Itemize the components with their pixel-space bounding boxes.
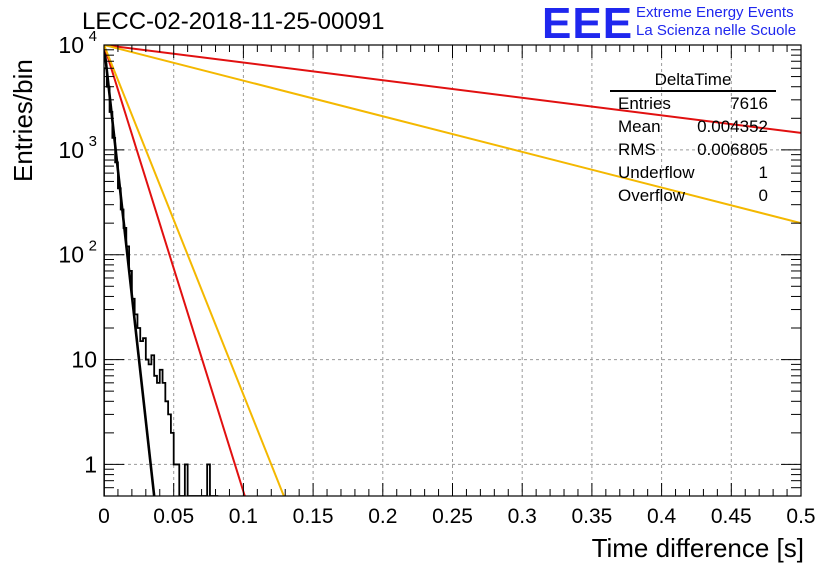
y-tick-label: 10 xyxy=(58,242,84,268)
brand-line-2: La Scienza nelle Scuole xyxy=(636,22,797,39)
histogram-series xyxy=(104,67,219,496)
brand-text: Extreme Energy Events La Scienza nelle S… xyxy=(636,4,796,40)
y-tick-exponent: 2 xyxy=(89,238,97,255)
y-tick-label: 1 xyxy=(84,451,97,477)
x-axis-label: Time difference [s] xyxy=(591,533,804,563)
fit-line-5 xyxy=(104,45,801,225)
x-tick-label: 0.1 xyxy=(229,505,258,528)
stats-row-mean: Mean 0.004352 xyxy=(618,117,768,136)
y-tick-label: 10 xyxy=(58,137,84,163)
fit-line-2 xyxy=(104,45,246,496)
y-tick-exponent: 4 xyxy=(89,28,97,45)
y-tick-exponent: 3 xyxy=(89,133,97,150)
y-tick-label: 10 xyxy=(71,347,97,373)
stats-box-title: DeltaTime xyxy=(610,70,776,92)
x-tick-label: 0 xyxy=(98,505,110,528)
x-tick-label: 0.25 xyxy=(432,505,473,528)
stats-row-underflow: Underflow 1 xyxy=(618,163,768,182)
x-tick-label: 0.3 xyxy=(508,505,537,528)
x-tick-label: 0.4 xyxy=(647,505,677,528)
fit-line-4 xyxy=(104,45,801,134)
y-axis-label: Entries/bin xyxy=(8,59,38,182)
fit-line-3 xyxy=(104,45,285,496)
stats-row-entries: Entries 7616 xyxy=(618,94,768,113)
brand-line-1: Extreme Energy Events xyxy=(636,4,794,21)
eee-logo: EEE xyxy=(542,0,634,48)
stats-box: DeltaTime Entries 7616 Mean 0.004352 RMS 0.… xyxy=(610,70,776,207)
x-tick-label: 0.15 xyxy=(293,505,334,528)
x-tick-label: 0.05 xyxy=(153,505,194,528)
fit-line-1 xyxy=(104,45,156,496)
x-tick-label: 0.45 xyxy=(711,505,752,528)
y-tick-label: 10 xyxy=(58,32,84,58)
x-tick-label: 0.5 xyxy=(786,505,815,528)
stats-row-overflow: Overflow 0 xyxy=(618,186,768,205)
stats-row-rms: RMS 0.006805 xyxy=(618,140,768,159)
x-tick-label: 0.35 xyxy=(571,505,612,528)
x-tick-label: 0.2 xyxy=(368,505,397,528)
chart-title: LECC-02-2018-11-25-00091 xyxy=(82,8,385,35)
